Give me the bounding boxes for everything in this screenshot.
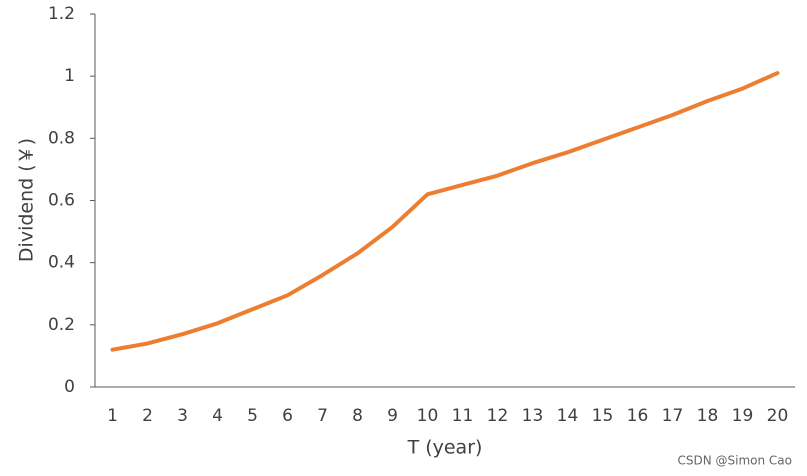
y-tick-label: 1 [64, 66, 75, 86]
x-tick-label: 9 [387, 406, 398, 426]
x-axis-title: T (year) [407, 437, 483, 459]
x-tick-label: 6 [282, 406, 293, 426]
x-tick-label: 17 [662, 406, 684, 426]
x-tick-label: 1 [107, 406, 118, 426]
data-line [110, 71, 780, 352]
y-axis-title: Dividend (￥) [16, 138, 38, 262]
x-tick-label: 13 [522, 406, 544, 426]
y-tick-label: 0.8 [48, 128, 75, 148]
y-tick-label: 0.6 [48, 191, 75, 211]
x-tick-label: 18 [697, 406, 719, 426]
x-tick-label: 8 [352, 406, 363, 426]
x-tick-label: 3 [177, 406, 188, 426]
x-tick-label: 5 [247, 406, 258, 426]
x-tick-label: 15 [592, 406, 614, 426]
x-tick-label: 14 [557, 406, 579, 426]
x-tick-label: 16 [627, 406, 649, 426]
x-tick-label: 19 [732, 406, 754, 426]
x-tick-label: 7 [317, 406, 328, 426]
x-tick-label: 11 [452, 406, 474, 426]
x-tick-label: 12 [487, 406, 509, 426]
y-tick-label: 1.2 [48, 4, 75, 24]
y-tick-label: 0.2 [48, 315, 75, 335]
watermark: CSDN @Simon Cao [677, 454, 792, 468]
x-tick-label: 20 [767, 406, 789, 426]
x-tick-label: 2 [142, 406, 153, 426]
x-tick-label: 4 [212, 406, 223, 426]
y-tick-label: 0 [64, 377, 75, 397]
x-tick-label: 10 [417, 406, 439, 426]
y-tick-label: 0.4 [48, 253, 75, 273]
